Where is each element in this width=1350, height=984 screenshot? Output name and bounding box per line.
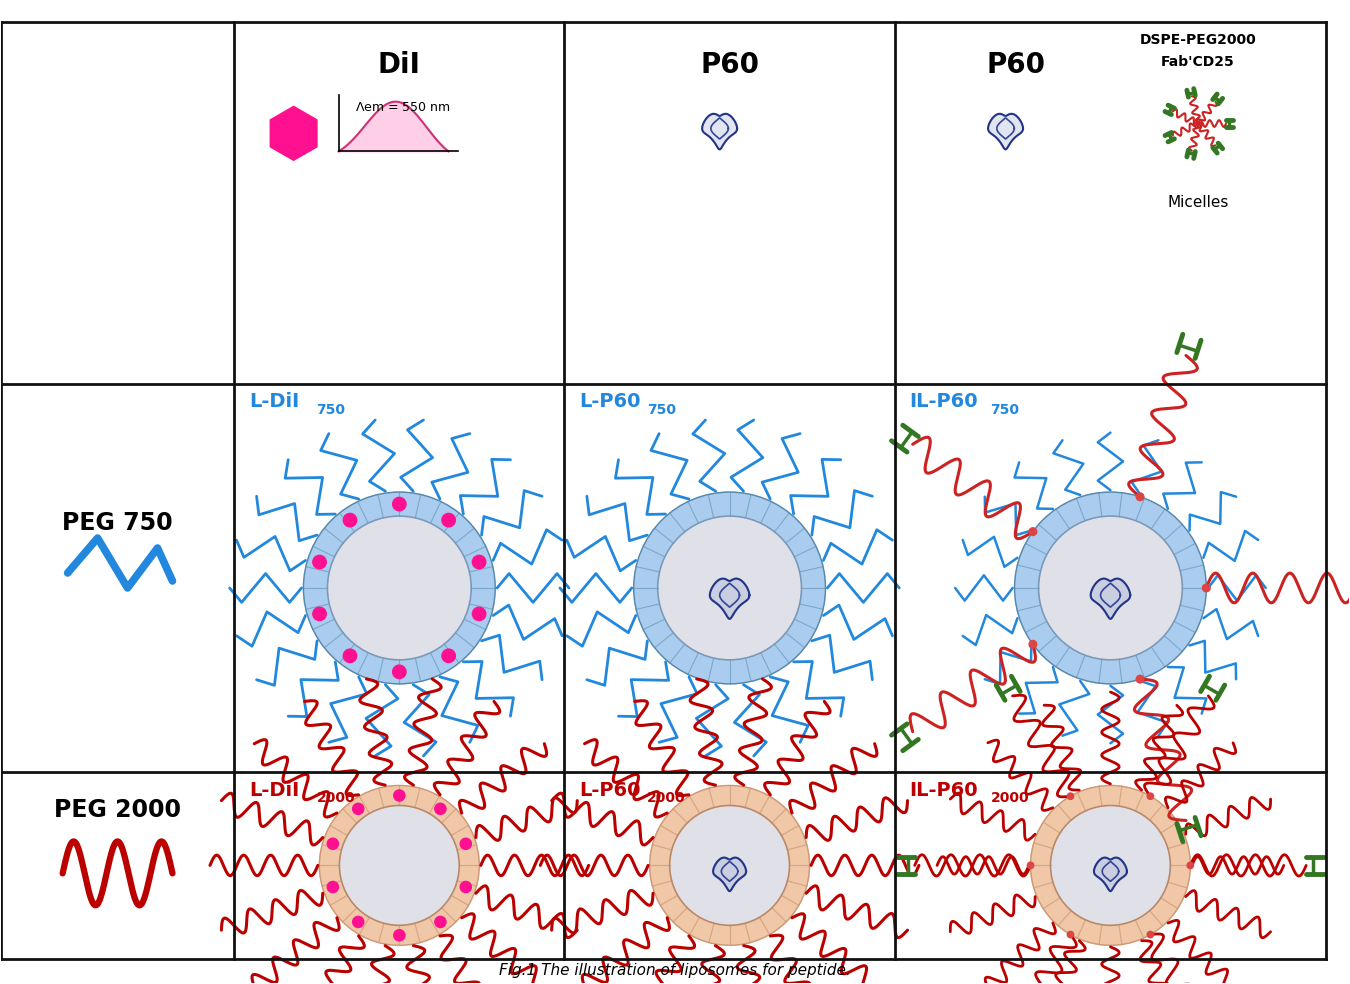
Circle shape	[1050, 806, 1170, 925]
Circle shape	[472, 555, 486, 569]
Circle shape	[435, 916, 446, 928]
Text: DiI: DiI	[378, 50, 421, 79]
Text: L-DiI: L-DiI	[250, 780, 300, 800]
Circle shape	[460, 882, 471, 892]
Text: L-P60: L-P60	[579, 393, 641, 411]
Circle shape	[393, 497, 406, 511]
Polygon shape	[702, 114, 737, 150]
Circle shape	[1148, 793, 1153, 799]
Text: 2000: 2000	[647, 791, 686, 805]
Circle shape	[670, 806, 790, 925]
Text: 750: 750	[316, 402, 346, 417]
Circle shape	[1038, 516, 1183, 660]
Circle shape	[1137, 493, 1143, 501]
Text: 2000: 2000	[991, 791, 1029, 805]
Circle shape	[1068, 793, 1073, 799]
Circle shape	[1029, 641, 1037, 648]
Circle shape	[343, 649, 356, 662]
Text: IL-P60: IL-P60	[910, 780, 979, 800]
Circle shape	[313, 607, 327, 621]
Polygon shape	[1091, 579, 1130, 619]
Circle shape	[343, 514, 356, 526]
Circle shape	[394, 790, 405, 801]
Text: 750: 750	[991, 402, 1019, 417]
Circle shape	[441, 649, 455, 662]
Circle shape	[327, 838, 339, 849]
Circle shape	[633, 492, 825, 684]
Polygon shape	[710, 579, 749, 619]
Polygon shape	[713, 858, 747, 892]
Polygon shape	[1094, 858, 1127, 892]
Circle shape	[1015, 492, 1207, 684]
Circle shape	[352, 916, 363, 928]
Circle shape	[441, 514, 455, 526]
Circle shape	[472, 607, 486, 621]
Circle shape	[1027, 862, 1034, 869]
Circle shape	[339, 806, 459, 925]
Text: Micelles: Micelles	[1168, 195, 1228, 210]
Text: 750: 750	[647, 402, 676, 417]
Circle shape	[352, 803, 363, 815]
Circle shape	[460, 838, 471, 849]
Text: L-DiI: L-DiI	[250, 393, 300, 411]
Text: Fab'CD25: Fab'CD25	[1161, 55, 1235, 69]
Circle shape	[313, 555, 327, 569]
Circle shape	[1137, 675, 1143, 683]
Polygon shape	[988, 114, 1023, 150]
Circle shape	[1148, 932, 1153, 938]
Text: P60: P60	[701, 50, 759, 79]
Circle shape	[304, 492, 495, 684]
Text: P60: P60	[986, 50, 1045, 79]
Circle shape	[657, 516, 802, 660]
Circle shape	[393, 665, 406, 679]
Text: 2000: 2000	[316, 791, 355, 805]
Circle shape	[1068, 932, 1073, 938]
Circle shape	[327, 882, 339, 892]
Text: L-P60: L-P60	[579, 780, 641, 800]
Circle shape	[435, 803, 446, 815]
Circle shape	[328, 516, 471, 660]
Circle shape	[320, 785, 479, 946]
Circle shape	[394, 930, 405, 941]
Text: DSPE-PEG2000: DSPE-PEG2000	[1139, 33, 1257, 47]
Circle shape	[1030, 785, 1191, 946]
Circle shape	[649, 785, 810, 946]
Text: PEG 2000: PEG 2000	[54, 798, 181, 823]
Text: $\Lambda$em = 550 nm: $\Lambda$em = 550 nm	[355, 101, 451, 114]
Circle shape	[1187, 862, 1193, 869]
Circle shape	[1203, 584, 1210, 591]
Circle shape	[1029, 527, 1037, 535]
Text: PEG 750: PEG 750	[62, 511, 173, 535]
Text: IL-P60: IL-P60	[910, 393, 979, 411]
Text: Fig.1 The illustration of liposomes for peptide.: Fig.1 The illustration of liposomes for …	[500, 963, 850, 978]
